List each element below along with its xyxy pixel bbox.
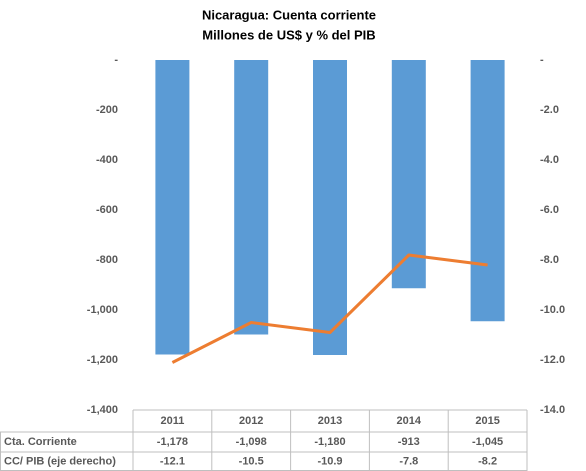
table-value: -12.1: [160, 455, 185, 467]
bar: [155, 60, 190, 355]
y-tick-label: -400: [96, 154, 118, 166]
y-tick-label: -800: [96, 254, 118, 266]
table-value: -1,180: [314, 436, 345, 448]
y2-tick-label: -: [540, 54, 544, 66]
y-tick-label: -1,200: [87, 354, 118, 366]
y2-tick-label: -14.0: [540, 404, 565, 416]
chart-subtitle: Millones de US$ y % del PIB: [202, 27, 375, 42]
bar: [470, 60, 505, 322]
table-value: -7.8: [399, 455, 418, 467]
y2-tick-label: -6.0: [540, 204, 559, 216]
x-tick-label: 2014: [397, 415, 422, 427]
table-value: -1,178: [157, 436, 188, 448]
table-value: -10.9: [317, 455, 342, 467]
y-tick-label: -1,000: [87, 304, 118, 316]
y2-tick-label: -4.0: [540, 154, 559, 166]
bar: [391, 60, 426, 289]
y2-tick-label: -12.0: [540, 354, 565, 366]
y2-tick-label: -8.0: [540, 254, 559, 266]
x-tick-label: 2013: [318, 415, 342, 427]
y-tick-label: -600: [96, 204, 118, 216]
table-value: -10.5: [239, 455, 264, 467]
y2-tick-label: -2.0: [540, 104, 559, 116]
table-value: -1,045: [472, 436, 503, 448]
legend-label: Cta. Corriente: [4, 436, 77, 448]
y2-tick-label: -10.0: [540, 304, 565, 316]
legend-label: CC/ PIB (eje derecho): [4, 455, 116, 467]
y-tick-label: -200: [96, 104, 118, 116]
y-tick-label: -1,400: [87, 404, 118, 416]
table-value: -8.2: [478, 455, 497, 467]
x-tick-label: 2015: [475, 415, 499, 427]
line: [171, 253, 488, 364]
x-tick-label: 2012: [239, 415, 263, 427]
x-tick-label: 2011: [160, 415, 184, 427]
table-value: -1,098: [236, 436, 267, 448]
table-value: -913: [398, 436, 420, 448]
bar: [313, 60, 347, 355]
chart-title: Nicaragua: Cuenta corriente: [202, 7, 376, 22]
y-tick-label: -: [114, 54, 118, 66]
bar: [234, 60, 269, 335]
